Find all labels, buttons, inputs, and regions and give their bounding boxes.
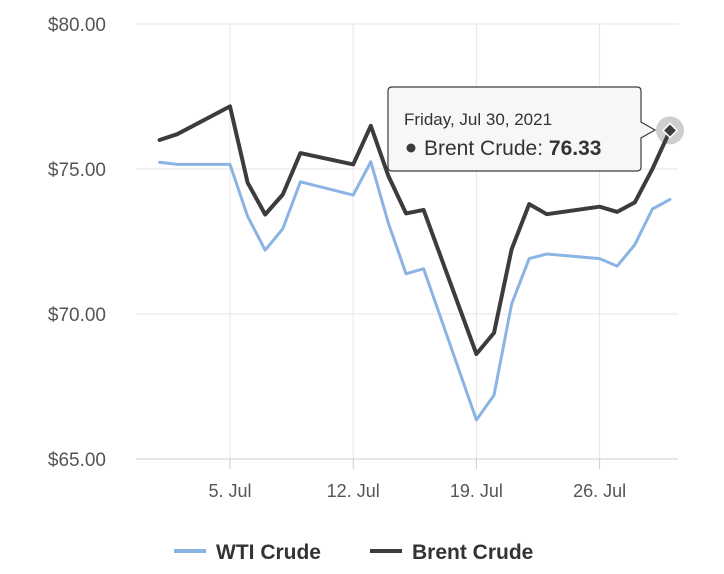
x-tick-label: 19. Jul (450, 481, 503, 501)
legend-label-brent: Brent Crude (412, 541, 533, 564)
y-tick-label: $65.00 (48, 450, 106, 471)
hover-marker-diamond-icon (661, 122, 679, 139)
tooltip-series-dot-icon (406, 143, 416, 153)
tooltip-value-line: Brent Crude: 76.33 (424, 137, 601, 160)
tooltip-date: Friday, Jul 30, 2021 (404, 110, 552, 129)
x-tick-label: 12. Jul (327, 481, 380, 501)
series-line-brent (157, 104, 672, 356)
tooltip: Friday, Jul 30, 2021 Brent Crude: 76.33 (387, 86, 657, 172)
marker-layer (656, 116, 684, 145)
tooltip-box (387, 86, 657, 172)
tooltip-value: 76.33 (549, 137, 602, 160)
x-tick-label: 26. Jul (573, 481, 626, 501)
series-line-wti (158, 160, 672, 422)
legend-label-wti: WTI Crude (216, 541, 321, 564)
x-tick-label: 5. Jul (208, 481, 251, 501)
y-tick-label: $70.00 (48, 305, 106, 326)
legend: WTI Crude Brent Crude (174, 541, 533, 564)
y-tick-label: $75.00 (48, 160, 106, 181)
legend-item-wti[interactable]: WTI Crude (174, 541, 321, 564)
series-layer (157, 104, 672, 422)
y-tick-label: $80.00 (48, 15, 106, 36)
legend-item-brent[interactable]: Brent Crude (370, 541, 533, 564)
tooltip-series-label: Brent Crude: (424, 137, 549, 160)
